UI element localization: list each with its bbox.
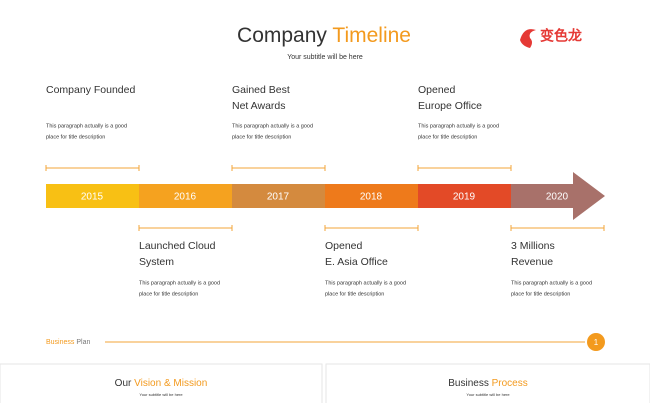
timeline-segment: [418, 184, 511, 208]
year-label: 2018: [360, 192, 383, 203]
timeline-segment: [46, 184, 139, 208]
event-title: Revenue: [511, 256, 553, 268]
event-description: place for title description: [46, 134, 105, 140]
footer-left: Business: [46, 339, 75, 346]
subtitle: Your subtitle will be here: [287, 54, 363, 61]
event-title: E. Asia Office: [325, 256, 388, 268]
page-badge: [587, 333, 605, 351]
event-description: This paragraph actually is a good: [232, 123, 313, 129]
panel-subtitle: Your subtitle will be here: [139, 392, 183, 397]
slide-title: Company Timeline: [237, 24, 411, 47]
footer-label: Business Plan: [46, 339, 90, 346]
panel-subtitle: Your subtitle will be here: [466, 392, 510, 397]
event-description: place for title description: [418, 134, 477, 140]
panel-title: Our Vision & Mission: [115, 378, 208, 389]
event-description: This paragraph actually is a good: [46, 123, 127, 129]
year-label: 2016: [174, 192, 197, 203]
footer-right: Plan: [76, 339, 90, 346]
event-description: This paragraph actually is a good: [139, 280, 220, 286]
year-label: 2015: [81, 192, 104, 203]
event-description: This paragraph actually is a good: [325, 280, 406, 286]
timeline-segment: [139, 184, 232, 208]
logo-icon: [520, 29, 536, 48]
event-description: place for title description: [511, 291, 570, 297]
event-description: place for title description: [325, 291, 384, 297]
event-title: Europe Office: [418, 100, 482, 112]
year-label: 2020: [546, 192, 569, 203]
panel-title-left: Business: [448, 378, 489, 389]
event-title: System: [139, 256, 174, 268]
event-title: Opened: [325, 240, 363, 252]
panel: [325, 363, 650, 403]
panel-title-left: Our: [115, 378, 132, 389]
year-label: 2017: [267, 192, 290, 203]
panel-title-right: Process: [492, 378, 528, 389]
event-description: place for title description: [232, 134, 291, 140]
page-number: 1: [594, 338, 599, 347]
panel-title-right: Vision & Mission: [134, 378, 207, 389]
panel-title: Business Process: [448, 378, 527, 389]
year-label: 2019: [453, 192, 476, 203]
title-left: Company: [237, 24, 327, 47]
event-title: Net Awards: [232, 100, 286, 112]
timeline-segment: [325, 184, 418, 208]
event-title: Launched Cloud: [139, 240, 216, 252]
title-right: Timeline: [332, 24, 411, 47]
event-description: place for title description: [139, 291, 198, 297]
event-description: This paragraph actually is a good: [511, 280, 592, 286]
timeline-segment: [232, 184, 325, 208]
event-title: Gained Best: [232, 84, 290, 96]
timeline-arrow: [511, 172, 605, 220]
logo-text: 变色龙: [540, 28, 582, 44]
event-title: Opened: [418, 84, 456, 96]
event-title: Company Founded: [46, 84, 135, 96]
event-description: This paragraph actually is a good: [418, 123, 499, 129]
panel: [0, 363, 323, 403]
event-title: 3 Millions: [511, 240, 555, 252]
